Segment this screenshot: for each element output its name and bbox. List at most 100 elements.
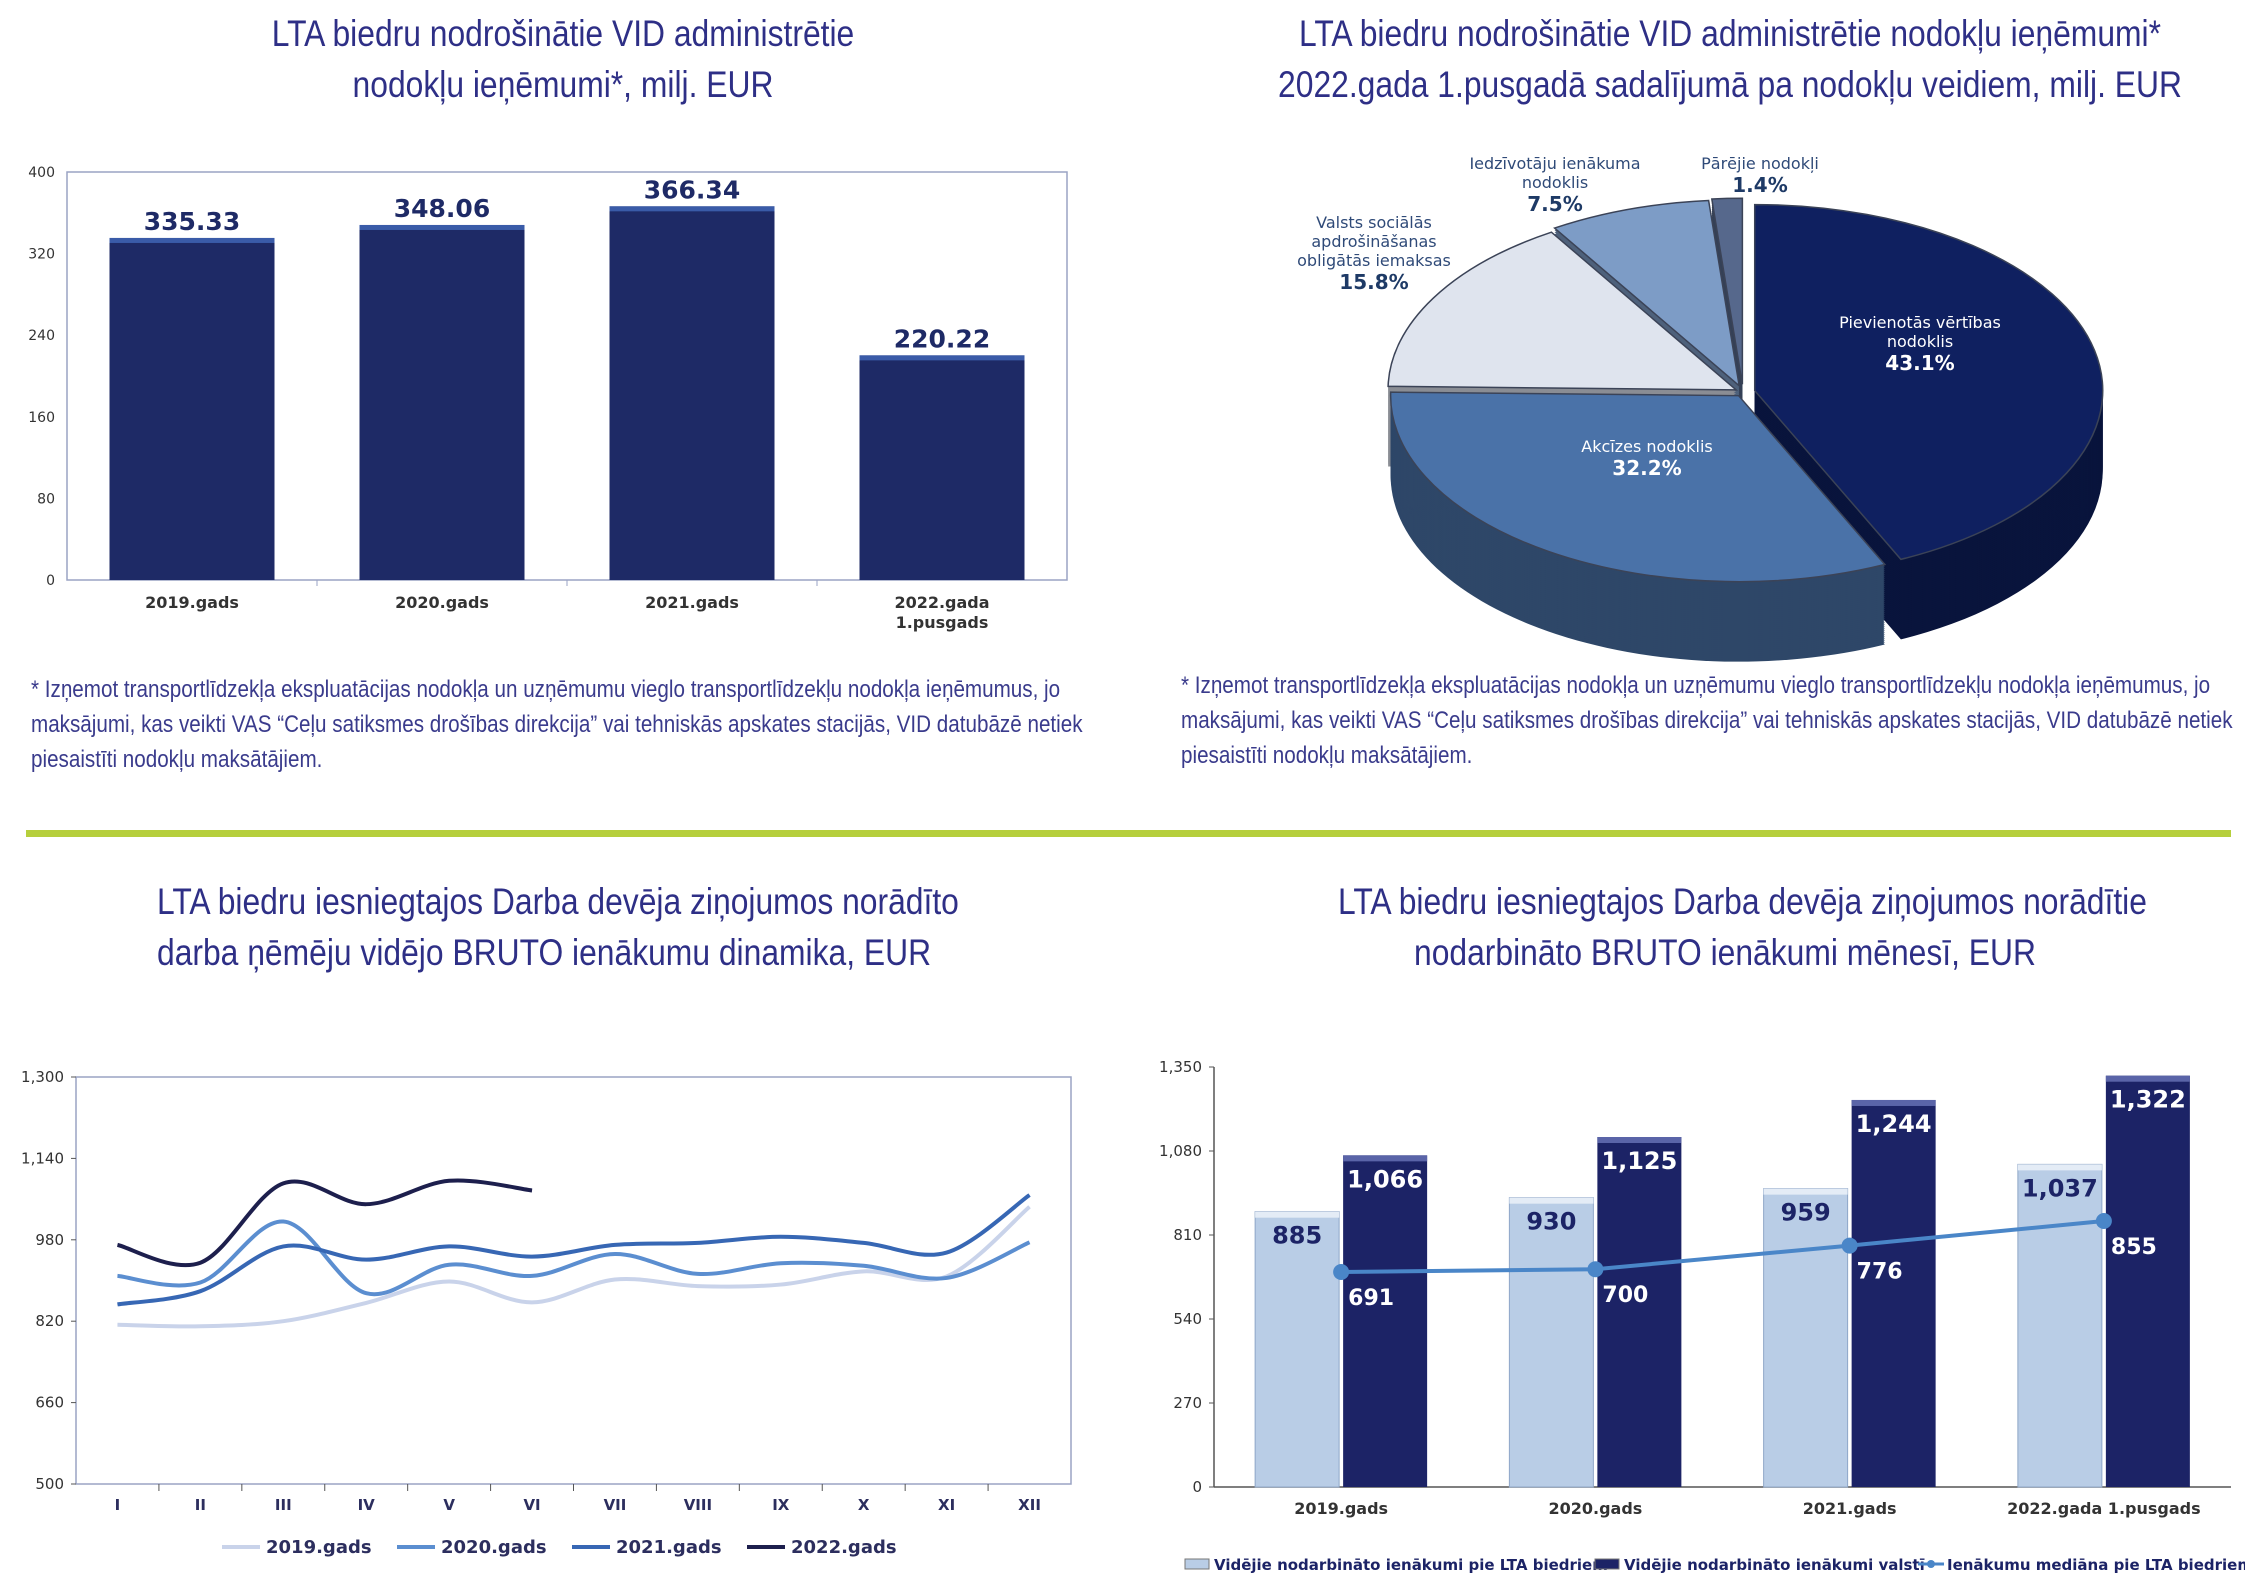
pie-slice-percent: 7.5% [1527,192,1582,216]
title-line: LTA biedru iesniegtajos Darba devēja ziņ… [1338,881,2147,922]
line-series-2021gads [117,1193,1031,1307]
bar-top-highlight [1509,1197,1594,1204]
x-tick-label: III [275,1496,292,1514]
bar-top-highlight [1763,1188,1848,1195]
pie-slice-percent: 15.8% [1339,270,1408,294]
legend-label: 2019.gads [266,1537,372,1558]
pie-slice-label: obligātās iemaksas [1297,251,1451,270]
title-bottom-right: LTA biedru iesniegtajos Darba devēja ziņ… [1338,876,2147,978]
bar-value-label: 1,322 [2110,1086,2186,1114]
y-tick-label: 400 [28,165,55,181]
legend-swatch [1594,1558,1620,1570]
legend-swatch [1184,1558,1210,1570]
legend-label: 2022.gads [791,1537,897,1558]
median-point [1333,1264,1350,1281]
bar-top-highlight [859,355,1025,361]
x-tick-label: II [195,1496,206,1514]
title-line: LTA biedru nodrošinātie VID administrēti… [1299,13,2161,54]
y-tick-label: 820 [35,1312,64,1330]
pie-slice-label: Pievienotās vērtības [1839,313,2001,332]
bar-top-highlight [609,206,775,212]
bar-national-average [1597,1137,1682,1487]
bar-value-label: 930 [1526,1208,1576,1236]
median-value-label: 691 [1348,1286,1394,1311]
x-tick-label: IX [772,1496,790,1514]
bar-value-label: 366.34 [644,175,740,204]
legend-label: 2020.gads [441,1537,547,1558]
legend-label: Ienākumu mediāna pie LTA biedriem [1947,1556,2245,1574]
title-line: LTA biedru iesniegtajos Darba devēja ziņ… [157,881,959,922]
x-category-label: 2020.gads [395,593,489,612]
x-tick-label: IV [358,1496,376,1514]
median-point [1587,1261,1604,1278]
pie-slice-label: apdrošināšanas [1311,232,1436,251]
y-tick-label: 500 [35,1475,64,1493]
legend-label: Vidējie nodarbināto ienākumi pie LTA bie… [1214,1556,1608,1574]
bar [609,206,775,581]
title-line: nodokļu ieņēmumi*, milj. EUR [352,64,774,105]
y-tick-label: 320 [28,247,55,263]
bar [859,355,1025,580]
title-bottom-left: LTA biedru iesniegtajos Darba devēja ziņ… [157,876,959,978]
y-tick-label: 810 [1173,1226,1202,1244]
x-category-label: 2022.gada [894,593,989,612]
y-tick-label: 1,350 [1159,1058,1202,1076]
pie-slice [1710,197,1744,385]
title-line: 2022.gada 1.pusgadā sadalījumā pa nodokļ… [1278,64,2182,105]
legend-label: Vidējie nodarbināto ienākumi valstī [1624,1556,1925,1574]
legend-label: 2021.gads [616,1537,722,1558]
median-point [1841,1237,1858,1254]
footnote-left: * Izņemot transportlīdzekļa ekspluatācij… [31,676,1083,773]
y-tick-label: 270 [1173,1394,1202,1412]
bar-value-label: 1,037 [2022,1174,2098,1202]
pie-slice [1553,199,1741,388]
x-category-label: 2021.gads [1803,1499,1897,1518]
bar-value-label: 1,066 [1347,1165,1423,1193]
bar-top-highlight [1343,1155,1428,1162]
pie-slice-percent: 43.1% [1885,351,1954,375]
y-tick-label: 980 [35,1231,64,1249]
y-tick-label: 0 [1192,1478,1202,1496]
bar-value-label: 348.06 [394,194,490,223]
line-series-2020gads [117,1219,1031,1297]
x-tick-label: VIII [684,1496,712,1514]
x-tick-label: X [858,1496,870,1514]
median-line [1341,1219,2105,1275]
median-value-label: 700 [1602,1283,1648,1308]
bar-top-highlight [109,237,275,243]
line-series-2022gads [116,1178,533,1268]
bar-top-highlight [359,224,525,230]
median-point [2095,1213,2112,1229]
x-category-label: 2020.gads [1548,1499,1642,1518]
bar [109,237,275,581]
bar-value-label: 885 [1272,1222,1322,1250]
bar-top-highlight [1255,1211,1340,1218]
bar-top-highlight [2017,1164,2102,1171]
pie-slice-label: Akcīzes nodoklis [1581,437,1712,456]
y-tick-label: 1,140 [21,1149,64,1167]
y-tick-label: 0 [46,573,55,589]
pie-slice-label: Valsts sociālās [1316,213,1432,232]
pie-slice-label: nodoklis [1887,332,1953,351]
y-tick-label: 660 [35,1394,64,1412]
bar [359,224,525,580]
pie-slice [1387,231,1739,391]
bar-lta-average [1763,1188,1849,1488]
bar-top-highlight [1597,1137,1682,1143]
bar-value-label: 335.33 [144,207,240,236]
x-tick-label: VII [604,1496,627,1514]
bar-top-highlight [1851,1099,1936,1106]
title-line: nodarbināto BRUTO ienākumi mēnesī, EUR [1414,932,2036,973]
line-series-2019gads [117,1205,1031,1329]
title-line: darba ņēmēju vidējo BRUTO ienākumu dinam… [157,932,932,973]
x-tick-label: XI [938,1496,955,1514]
pie-slice-label: Pārējie nodokļi [1701,154,1819,173]
bar-value-label: 1,244 [1856,1110,1932,1138]
title-top-left: LTA biedru nodrošinātie VID administrēti… [219,8,907,110]
bar-lta-average [1254,1211,1340,1488]
bar-top-highlight [2105,1075,2190,1082]
bar-value-label: 220.22 [894,324,990,353]
bar-value-label: 959 [1781,1199,1831,1227]
y-tick-label: 1,080 [1159,1142,1202,1160]
